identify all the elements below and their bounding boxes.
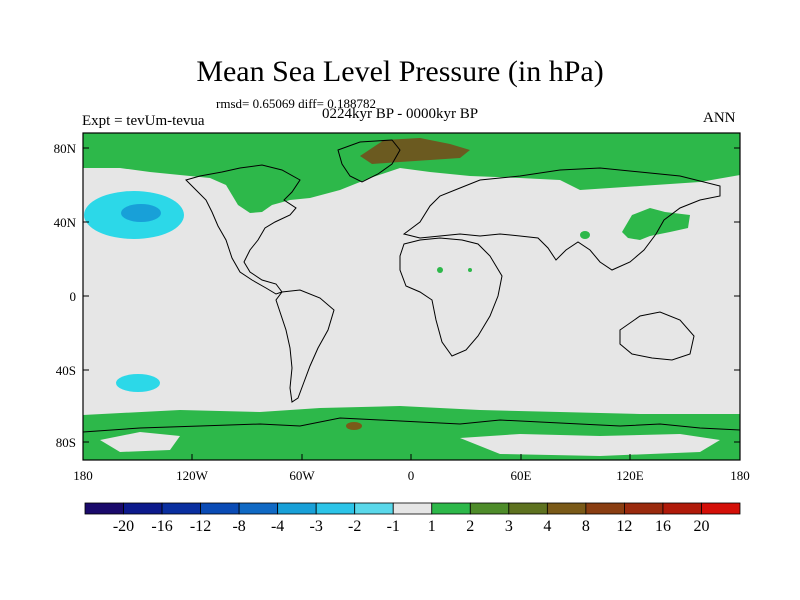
africa-anomaly: [437, 267, 443, 273]
colorbar-label: -20: [112, 518, 135, 535]
antarctic-gap-west: [100, 432, 180, 452]
lon-tick-120e: 120E: [616, 468, 644, 483]
colorbar-label: -12: [189, 518, 212, 535]
colorbar-swatch: [624, 502, 664, 515]
colorbar-label: 1: [427, 518, 436, 535]
colorbar-swatch: [392, 502, 433, 515]
colorbar-label: 12: [616, 518, 633, 535]
greenland-anomaly: [360, 138, 470, 164]
lon-tick-60w: 60W: [289, 468, 315, 483]
lon-tick-120w: 120W: [176, 468, 208, 483]
lon-tick-60e: 60E: [510, 468, 532, 483]
colorbar-label: -8: [232, 518, 246, 535]
lat-tick-0: 0: [69, 289, 77, 304]
lat-tick-40s: 40S: [55, 363, 76, 378]
colorbar-label: 4: [543, 518, 552, 535]
colorbar-label: -16: [151, 518, 173, 535]
axis-ticks: [83, 147, 740, 460]
experiment-label: Expt = tevUm-tevua: [82, 113, 205, 129]
lon-tick-180e: 180: [730, 468, 750, 483]
colorbar-swatch: [662, 502, 702, 515]
asia-anomaly: [622, 208, 690, 240]
colorbar-swatch: [277, 502, 317, 515]
map-field: [83, 133, 740, 460]
colorbar-label: 2: [466, 518, 475, 535]
lat-tick-40n: 40N: [53, 215, 76, 230]
colorbar-swatch: [354, 502, 394, 515]
colorbar-label: 20: [693, 518, 710, 535]
lat-tick-80n: 80N: [53, 141, 76, 156]
antarctic-gap: [460, 434, 720, 456]
colorbar-label: -4: [270, 518, 285, 535]
colorbar-label: -3: [309, 518, 323, 535]
map-title: Mean Sea Level Pressure (in hPa): [196, 55, 604, 88]
india-anomaly: [580, 231, 590, 239]
colorbar-label: -1: [386, 518, 400, 535]
colorbar-swatch: [123, 502, 163, 515]
colorbar-swatch: [84, 502, 124, 515]
stats-text: rmsd= 0.65069 diff= 0.188782: [216, 96, 376, 111]
colorbar-label: 16: [654, 518, 671, 535]
colorbar-swatch: [238, 502, 279, 515]
lat-tick-80s: 80S: [55, 435, 76, 450]
colorbar-swatch: [701, 502, 741, 515]
colorbar-swatch: [585, 502, 625, 515]
colorbar: [84, 502, 741, 515]
colorbar-swatch: [315, 502, 356, 515]
colorbar-swatch: [469, 502, 510, 515]
lon-tick-180w: 180: [73, 468, 93, 483]
coastlines: [82, 139, 741, 433]
antarctic-brown: [346, 422, 362, 430]
colorbar-label: -2: [348, 518, 362, 535]
arctic-anomaly: [83, 133, 740, 213]
south-pacific-anomaly: [116, 374, 160, 392]
colorbar-swatch: [546, 502, 587, 515]
colorbar-swatch: [508, 502, 548, 515]
colorbar-swatch: [200, 502, 240, 515]
colorbar-label: 8: [581, 518, 590, 535]
lon-tick-0: 0: [407, 468, 415, 483]
colorbar-swatch: [431, 502, 471, 515]
colorbar-swatch: [161, 502, 201, 515]
period-text: 0224kyr BP - 0000kyr BP: [322, 106, 479, 122]
north-pacific-core: [121, 204, 161, 222]
sahel-anomaly: [468, 268, 472, 272]
colorbar-label: 3: [504, 518, 513, 535]
season-label: ANN: [703, 110, 736, 126]
